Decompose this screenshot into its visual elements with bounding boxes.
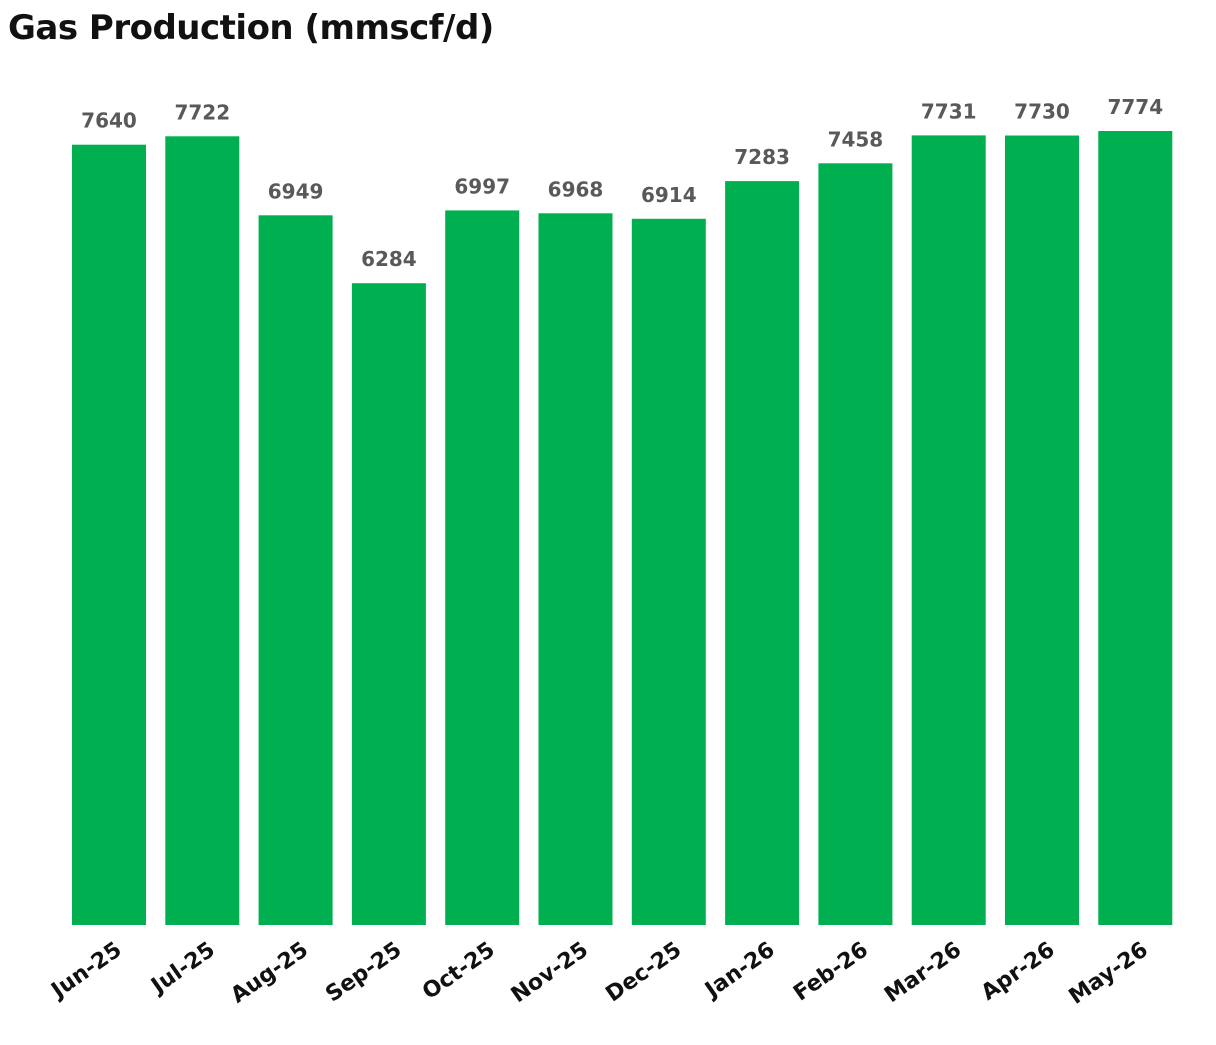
- chart-title: Gas Production (mmscf/d): [8, 8, 494, 48]
- x-tick-label-sep-25: Sep-25: [321, 937, 406, 1007]
- x-tick-label-apr-26: Apr-26: [977, 937, 1060, 1005]
- bars-group: [72, 131, 1173, 926]
- value-label-oct-25: 6997: [454, 174, 510, 198]
- x-tick-label-nov-25: Nov-25: [507, 937, 593, 1008]
- bar-jan-26: [725, 181, 800, 926]
- x-tick-label-jul-25: Jul-25: [145, 937, 219, 999]
- value-label-feb-26: 7458: [828, 127, 884, 151]
- bar-nov-25: [538, 213, 613, 926]
- x-tick-label-jun-25: Jun-25: [46, 937, 127, 1004]
- x-tick-label-oct-25: Oct-25: [418, 937, 500, 1005]
- bar-may-26: [1098, 131, 1173, 925]
- value-label-sep-25: 6284: [361, 247, 417, 271]
- value-label-mar-26: 7731: [921, 99, 977, 123]
- bar-apr-26: [1005, 135, 1079, 925]
- value-label-jul-25: 7722: [174, 100, 230, 124]
- value-label-dec-25: 6914: [641, 183, 697, 207]
- value-label-aug-25: 6949: [268, 179, 324, 203]
- x-tick-label-feb-26: Feb-26: [789, 937, 873, 1006]
- bar-jul-25: [165, 136, 240, 926]
- value-label-may-26: 7774: [1107, 95, 1163, 119]
- x-tick-label-may-26: May-26: [1065, 937, 1153, 1009]
- value-label-jan-26: 7283: [734, 145, 790, 169]
- x-tick-label-jan-26: Jan-26: [699, 937, 779, 1004]
- bar-mar-26: [911, 135, 986, 925]
- bar-aug-25: [258, 215, 333, 926]
- value-label-apr-26: 7730: [1014, 100, 1070, 124]
- bar-jun-25: [72, 144, 146, 925]
- value-labels-group: 7640 7722 6949 6284 6997 6968 6914 7283 7458 7731…: [81, 95, 1163, 271]
- bar-sep-25: [351, 283, 426, 925]
- x-tick-label-mar-26: Mar-26: [880, 937, 966, 1008]
- value-label-nov-25: 6968: [548, 177, 604, 201]
- x-tick-label-dec-25: Dec-25: [601, 937, 686, 1007]
- bar-feb-26: [818, 163, 893, 926]
- bar-oct-25: [445, 210, 520, 925]
- x-axis-ticks: Jun-25 Jul-25 Aug-25 Sep-25 Oct-25 Nov-25 Dec-…: [46, 937, 1153, 1009]
- bar-dec-25: [631, 218, 706, 926]
- value-label-jun-25: 7640: [81, 109, 137, 133]
- x-tick-label-aug-25: Aug-25: [226, 937, 313, 1008]
